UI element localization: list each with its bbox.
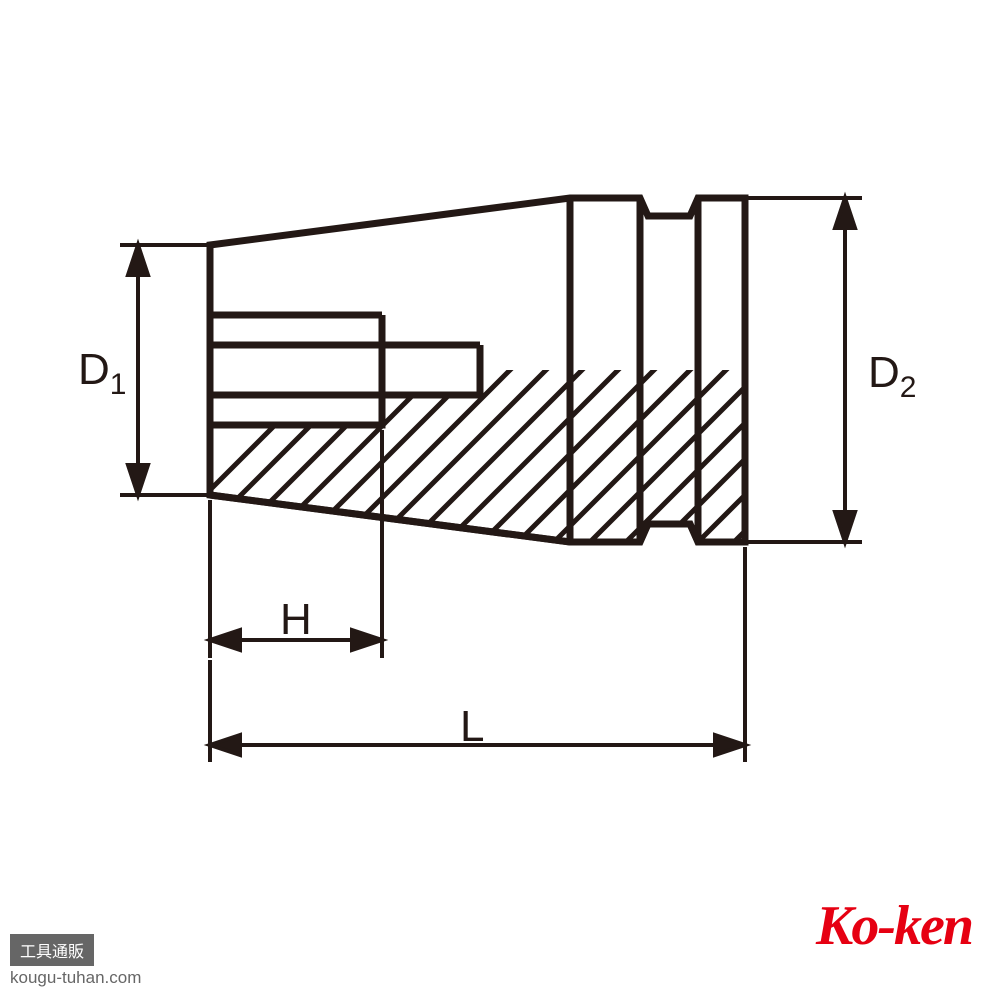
internal-features [210, 315, 480, 425]
dim-label-h: H [280, 595, 312, 645]
technical-drawing [0, 0, 1000, 1000]
dim-label-d2: D2 [868, 348, 916, 405]
dim-d1 [120, 245, 208, 495]
dim-label-l: L [460, 702, 484, 752]
footer-url: kougu-tuhan.com [10, 968, 141, 988]
koken-logo: Ko-ken [816, 894, 972, 958]
socket-diagram-svg [0, 0, 1000, 1000]
dimension-lines [120, 198, 862, 762]
footer-badge: 工具通販 [10, 934, 94, 966]
dim-d2 [747, 198, 862, 542]
dim-label-d1: D1 [78, 345, 126, 402]
